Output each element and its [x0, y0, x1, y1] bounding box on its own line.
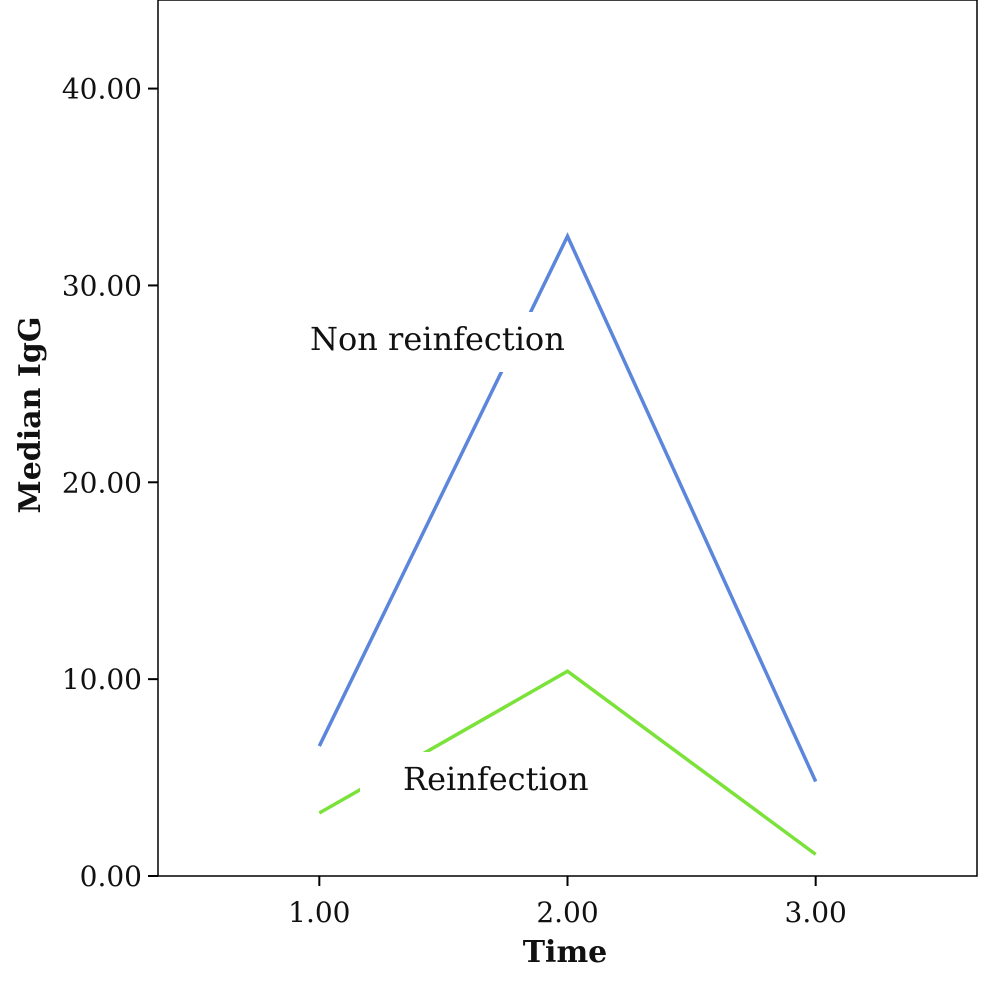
x-tick-label: 1.00: [288, 896, 350, 929]
x-axis: 1.00 2.00 3.00: [288, 876, 847, 929]
y-tick-label: 0.00: [80, 860, 142, 893]
x-tick-label: 2.00: [536, 896, 598, 929]
series-label-bg: [300, 312, 560, 372]
y-axis-title: Median IgG: [13, 317, 48, 514]
series-labels: Non reinfection Reinfection: [300, 312, 589, 812]
y-tick-label: 10.00: [62, 663, 142, 696]
y-tick-label: 30.00: [62, 269, 142, 302]
series-label-bg: [360, 752, 560, 812]
y-tick-label: 40.00: [62, 73, 142, 106]
y-axis: 0.00 10.00 20.00 30.00 40.00: [62, 73, 158, 893]
x-tick-label: 3.00: [785, 896, 847, 929]
series-label-1: Reinfection: [403, 760, 589, 798]
y-tick-label: 20.00: [62, 466, 142, 499]
plot-area: [157, 0, 978, 877]
x-axis-title: Time: [523, 935, 608, 970]
series-label-0: Non reinfection: [310, 320, 565, 358]
